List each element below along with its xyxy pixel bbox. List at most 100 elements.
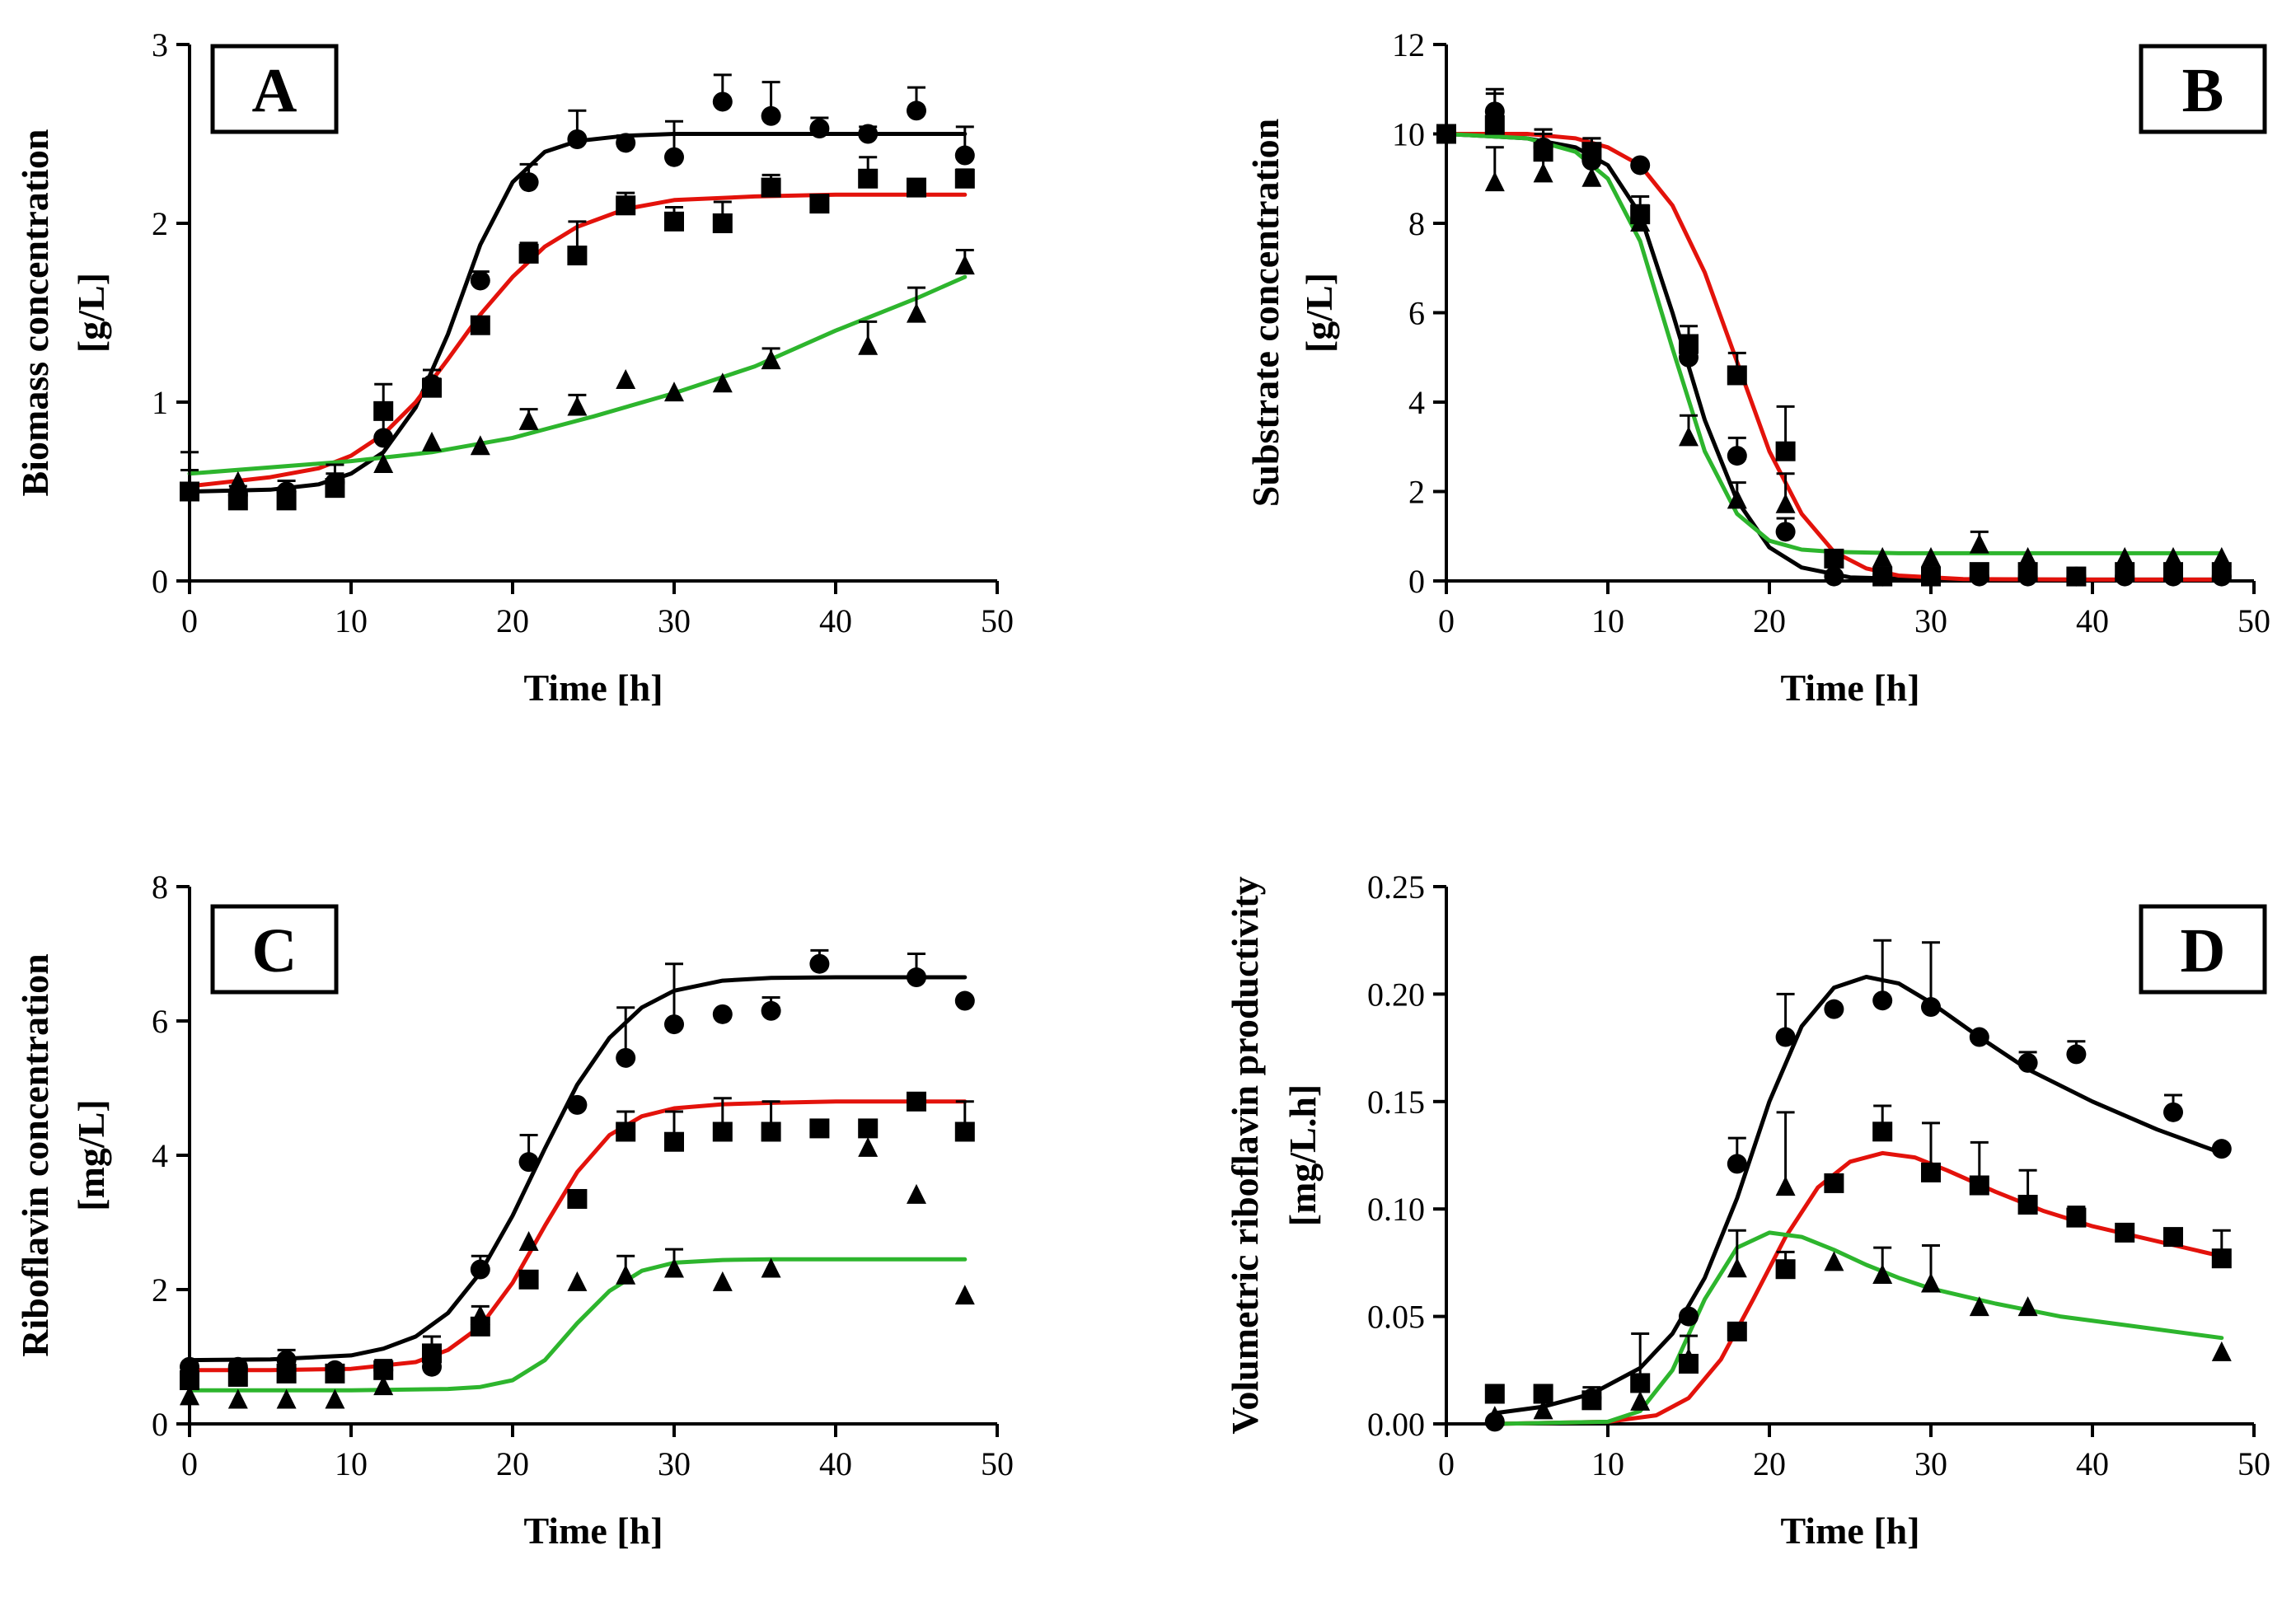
data-point-triangle: [1630, 1390, 1651, 1411]
data-point-square: [1872, 566, 1893, 587]
y-tick-label: 8: [1408, 205, 1425, 242]
data-point-triangle: [1921, 1272, 1941, 1293]
data-point-triangle: [227, 1388, 248, 1409]
y-tick-label: 0.25: [1367, 869, 1425, 906]
data-point-square: [1630, 1373, 1651, 1393]
data-point-triangle: [1775, 1176, 1796, 1196]
fit-line-squares: [1492, 1150, 2224, 1426]
data-point-square: [567, 246, 588, 266]
data-point-triangle: [664, 1257, 684, 1278]
data-point-triangle: [1824, 1251, 1844, 1271]
x-tick-label: 30: [1914, 602, 1947, 639]
data-point-square: [616, 195, 636, 216]
y-axis-unit: [mg/L]: [70, 1099, 112, 1210]
data-point-triangle: [1872, 546, 1893, 567]
data-point-circle: [712, 91, 733, 112]
y-axis-unit: [g/L]: [70, 273, 112, 353]
data-point-square: [1824, 548, 1844, 569]
x-tick-label: 30: [1914, 1445, 1947, 1482]
data-point-triangle: [1775, 493, 1796, 513]
panel-c-chart: 0 10 20 30 40 50 0 2 4 6 8 Time [h] Riboflavin conce…: [14, 869, 1014, 1552]
y-tick-label: 0: [152, 1406, 168, 1443]
data-point-square: [2163, 1227, 2183, 1248]
data-point-circle: [1824, 566, 1844, 587]
data-point-square: [2066, 1207, 2087, 1228]
data-point-triangle: [1630, 212, 1651, 232]
data-point-circle: [2066, 1044, 2087, 1065]
data-point-circle: [664, 1014, 684, 1035]
data-point-square: [1775, 1259, 1796, 1280]
fit-line-triangles: [187, 1257, 968, 1393]
data-point-triangle: [2115, 546, 2135, 567]
x-tick-label: 20: [496, 1445, 529, 1482]
data-point-triangle: [907, 1183, 926, 1204]
x-tick-label: 20: [496, 602, 529, 639]
data-point-triangle: [1533, 1399, 1553, 1420]
data-point-triangle: [1581, 166, 1602, 187]
data-point-square: [227, 490, 248, 511]
y-tick-label: 0.00: [1367, 1406, 1425, 1443]
data-point-triangle: [858, 335, 879, 355]
panel-letter: D: [2181, 916, 2226, 986]
panel-letter: B: [2182, 56, 2224, 125]
data-point-triangle: [2211, 546, 2232, 567]
data-point-triangle: [761, 1257, 781, 1278]
data-point-triangle: [1727, 489, 1747, 509]
fit-line-triangles: [1492, 1230, 2224, 1426]
data-point-circle: [2163, 1102, 2183, 1122]
data-point-circle: [712, 1004, 733, 1024]
data-point-square: [1775, 441, 1796, 461]
x-tick-label: 0: [1438, 602, 1455, 639]
data-point-triangle: [1484, 171, 1505, 192]
x-tick-label: 10: [335, 602, 368, 639]
data-point-square: [809, 1118, 830, 1139]
data-point-square: [809, 194, 830, 214]
data-point-circle: [616, 1047, 636, 1068]
x-tick-label: 10: [1591, 602, 1624, 639]
panel-d-chart: 0 10 20 30 40 50 0.00 0.05 0.10 0.15 0.20 0.25 Time …: [1224, 869, 2270, 1552]
x-tick-label: 40: [819, 602, 852, 639]
x-tick-label: 20: [1753, 1445, 1786, 1482]
data-point-circle: [518, 1152, 539, 1173]
x-tick-label: 50: [2237, 1445, 2270, 1482]
data-point-triangle: [373, 452, 394, 473]
data-point-circle: [858, 124, 879, 144]
data-point-circle: [567, 1094, 588, 1115]
data-point-square: [2115, 1222, 2135, 1243]
data-point-circle: [373, 428, 394, 448]
data-point-square: [325, 1363, 345, 1384]
data-point-circle: [761, 105, 781, 126]
data-point-triangle: [518, 1230, 539, 1251]
data-point-square: [227, 1366, 248, 1387]
data-point-circle: [567, 129, 588, 150]
data-point-square: [1484, 115, 1505, 135]
data-point-circle: [907, 967, 926, 988]
data-point-square: [1436, 124, 1456, 144]
fit-line-circles: [187, 975, 968, 1363]
data-point-square: [616, 1121, 636, 1142]
data-point-square: [2066, 566, 2087, 587]
data-point-triangle: [2211, 1341, 2232, 1361]
data-point-square: [761, 1121, 781, 1142]
fit-line-triangles: [187, 274, 968, 476]
data-point-square: [276, 1363, 297, 1384]
data-point-square: [1969, 562, 1989, 583]
x-tick-label: 20: [1753, 602, 1786, 639]
y-tick-label: 3: [152, 26, 168, 63]
data-point-square: [518, 243, 539, 264]
x-axis-title: Time [h]: [523, 667, 663, 709]
data-point-circle: [1679, 1306, 1699, 1327]
y-tick-label: 0.20: [1367, 976, 1425, 1013]
data-point-square: [180, 481, 199, 502]
data-point-square: [858, 168, 879, 189]
data-point-circle: [1727, 1154, 1747, 1174]
y-axis-unit: [mg/L.h]: [1282, 1084, 1324, 1227]
x-tick-label: 40: [819, 1445, 852, 1482]
data-point-circle: [470, 270, 490, 291]
y-tick-label: 4: [1408, 384, 1425, 421]
panel-letter-box: [210, 44, 339, 134]
y-tick-label: 0: [1408, 563, 1425, 600]
data-point-triangle: [470, 1304, 490, 1325]
x-tick-label: 50: [981, 1445, 1014, 1482]
